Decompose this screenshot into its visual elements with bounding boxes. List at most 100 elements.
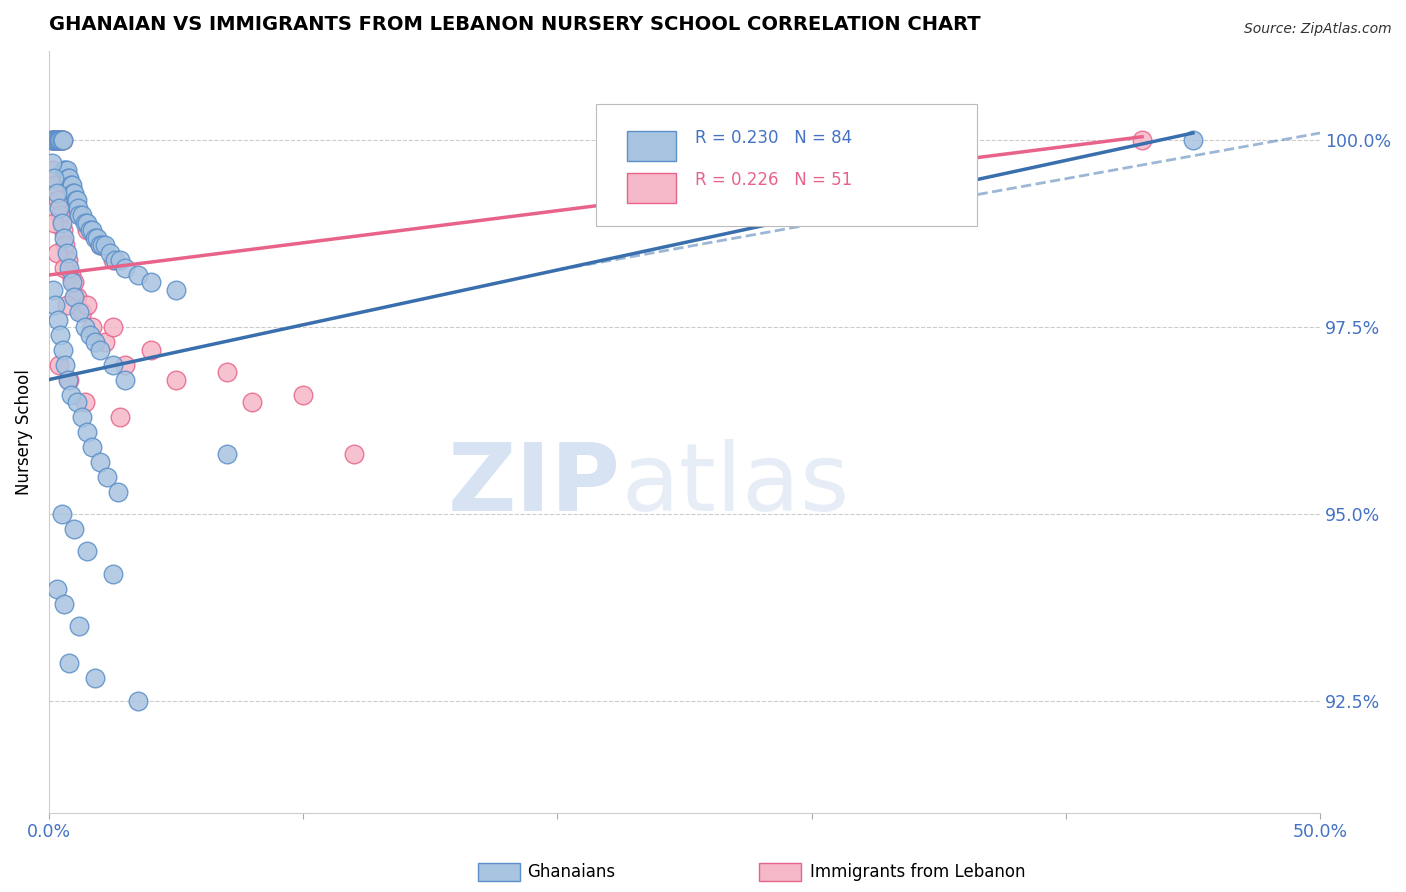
- Point: [42, 133, 65, 147]
- Point: [48, 201, 70, 215]
- Point: [65, 194, 87, 208]
- Point: [108, 409, 131, 424]
- Point: [82, 440, 104, 454]
- Point: [89, 455, 111, 469]
- Point: [52, 343, 75, 357]
- Point: [114, 373, 136, 387]
- Point: [49, 327, 72, 342]
- Point: [86, 230, 108, 244]
- Point: [48, 133, 70, 147]
- FancyBboxPatch shape: [596, 104, 977, 226]
- Point: [46, 194, 69, 208]
- Point: [58, 170, 80, 185]
- Point: [73, 216, 96, 230]
- Point: [98, 245, 121, 260]
- Point: [108, 253, 131, 268]
- Point: [63, 201, 86, 215]
- Point: [139, 276, 162, 290]
- Point: [45, 245, 67, 260]
- Point: [76, 216, 98, 230]
- Point: [69, 208, 91, 222]
- Point: [46, 133, 69, 147]
- Point: [44, 133, 66, 147]
- Point: [58, 186, 80, 200]
- Point: [59, 387, 82, 401]
- Point: [215, 365, 238, 379]
- Point: [79, 327, 101, 342]
- Point: [60, 178, 83, 193]
- Point: [101, 566, 124, 581]
- Point: [53, 230, 76, 244]
- Point: [76, 298, 98, 312]
- Y-axis label: Nursery School: Nursery School: [15, 369, 32, 495]
- Point: [44, 178, 66, 193]
- Point: [1181, 133, 1204, 147]
- Point: [70, 208, 93, 222]
- Point: [42, 133, 65, 147]
- Point: [114, 358, 136, 372]
- Text: GHANAIAN VS IMMIGRANTS FROM LEBANON NURSERY SCHOOL CORRELATION CHART: GHANAIAN VS IMMIGRANTS FROM LEBANON NURS…: [49, 15, 980, 34]
- Point: [53, 597, 76, 611]
- Point: [76, 425, 98, 439]
- Point: [56, 253, 79, 268]
- Point: [58, 260, 80, 275]
- Point: [82, 223, 104, 237]
- Point: [63, 276, 86, 290]
- Point: [76, 544, 98, 558]
- Point: [56, 373, 79, 387]
- Point: [79, 223, 101, 237]
- Point: [89, 343, 111, 357]
- Point: [55, 298, 77, 312]
- Point: [165, 373, 187, 387]
- Point: [42, 133, 65, 147]
- Text: atlas: atlas: [621, 439, 849, 532]
- Point: [73, 395, 96, 409]
- Point: [66, 194, 89, 208]
- Point: [56, 170, 79, 185]
- Point: [73, 320, 96, 334]
- Point: [53, 260, 76, 275]
- Point: [83, 335, 105, 350]
- Text: Immigrants from Lebanon: Immigrants from Lebanon: [810, 863, 1025, 881]
- Point: [76, 223, 98, 237]
- Point: [165, 283, 187, 297]
- Point: [49, 133, 72, 147]
- Point: [42, 216, 65, 230]
- Point: [70, 409, 93, 424]
- Point: [104, 253, 127, 268]
- Point: [41, 133, 63, 147]
- Point: [52, 133, 75, 147]
- Point: [58, 373, 80, 387]
- Point: [55, 178, 77, 193]
- Point: [114, 260, 136, 275]
- Point: [292, 387, 315, 401]
- Point: [41, 156, 63, 170]
- Point: [45, 133, 67, 147]
- Point: [51, 216, 73, 230]
- Point: [89, 238, 111, 252]
- Point: [91, 238, 114, 252]
- Text: ZIP: ZIP: [449, 439, 621, 532]
- Point: [63, 186, 86, 200]
- Point: [89, 238, 111, 252]
- Point: [45, 133, 67, 147]
- Point: [46, 313, 69, 327]
- Point: [139, 343, 162, 357]
- Point: [49, 208, 72, 222]
- Point: [52, 133, 75, 147]
- Point: [51, 133, 73, 147]
- Point: [107, 484, 129, 499]
- Point: [51, 133, 73, 147]
- Point: [67, 201, 90, 215]
- Point: [53, 170, 76, 185]
- Point: [60, 194, 83, 208]
- Point: [48, 358, 70, 372]
- Point: [49, 133, 72, 147]
- Point: [44, 298, 66, 312]
- Point: [48, 133, 70, 147]
- Point: [215, 447, 238, 461]
- Point: [59, 178, 82, 193]
- Point: [83, 230, 105, 244]
- Text: Ghanaians: Ghanaians: [527, 863, 616, 881]
- Point: [66, 395, 89, 409]
